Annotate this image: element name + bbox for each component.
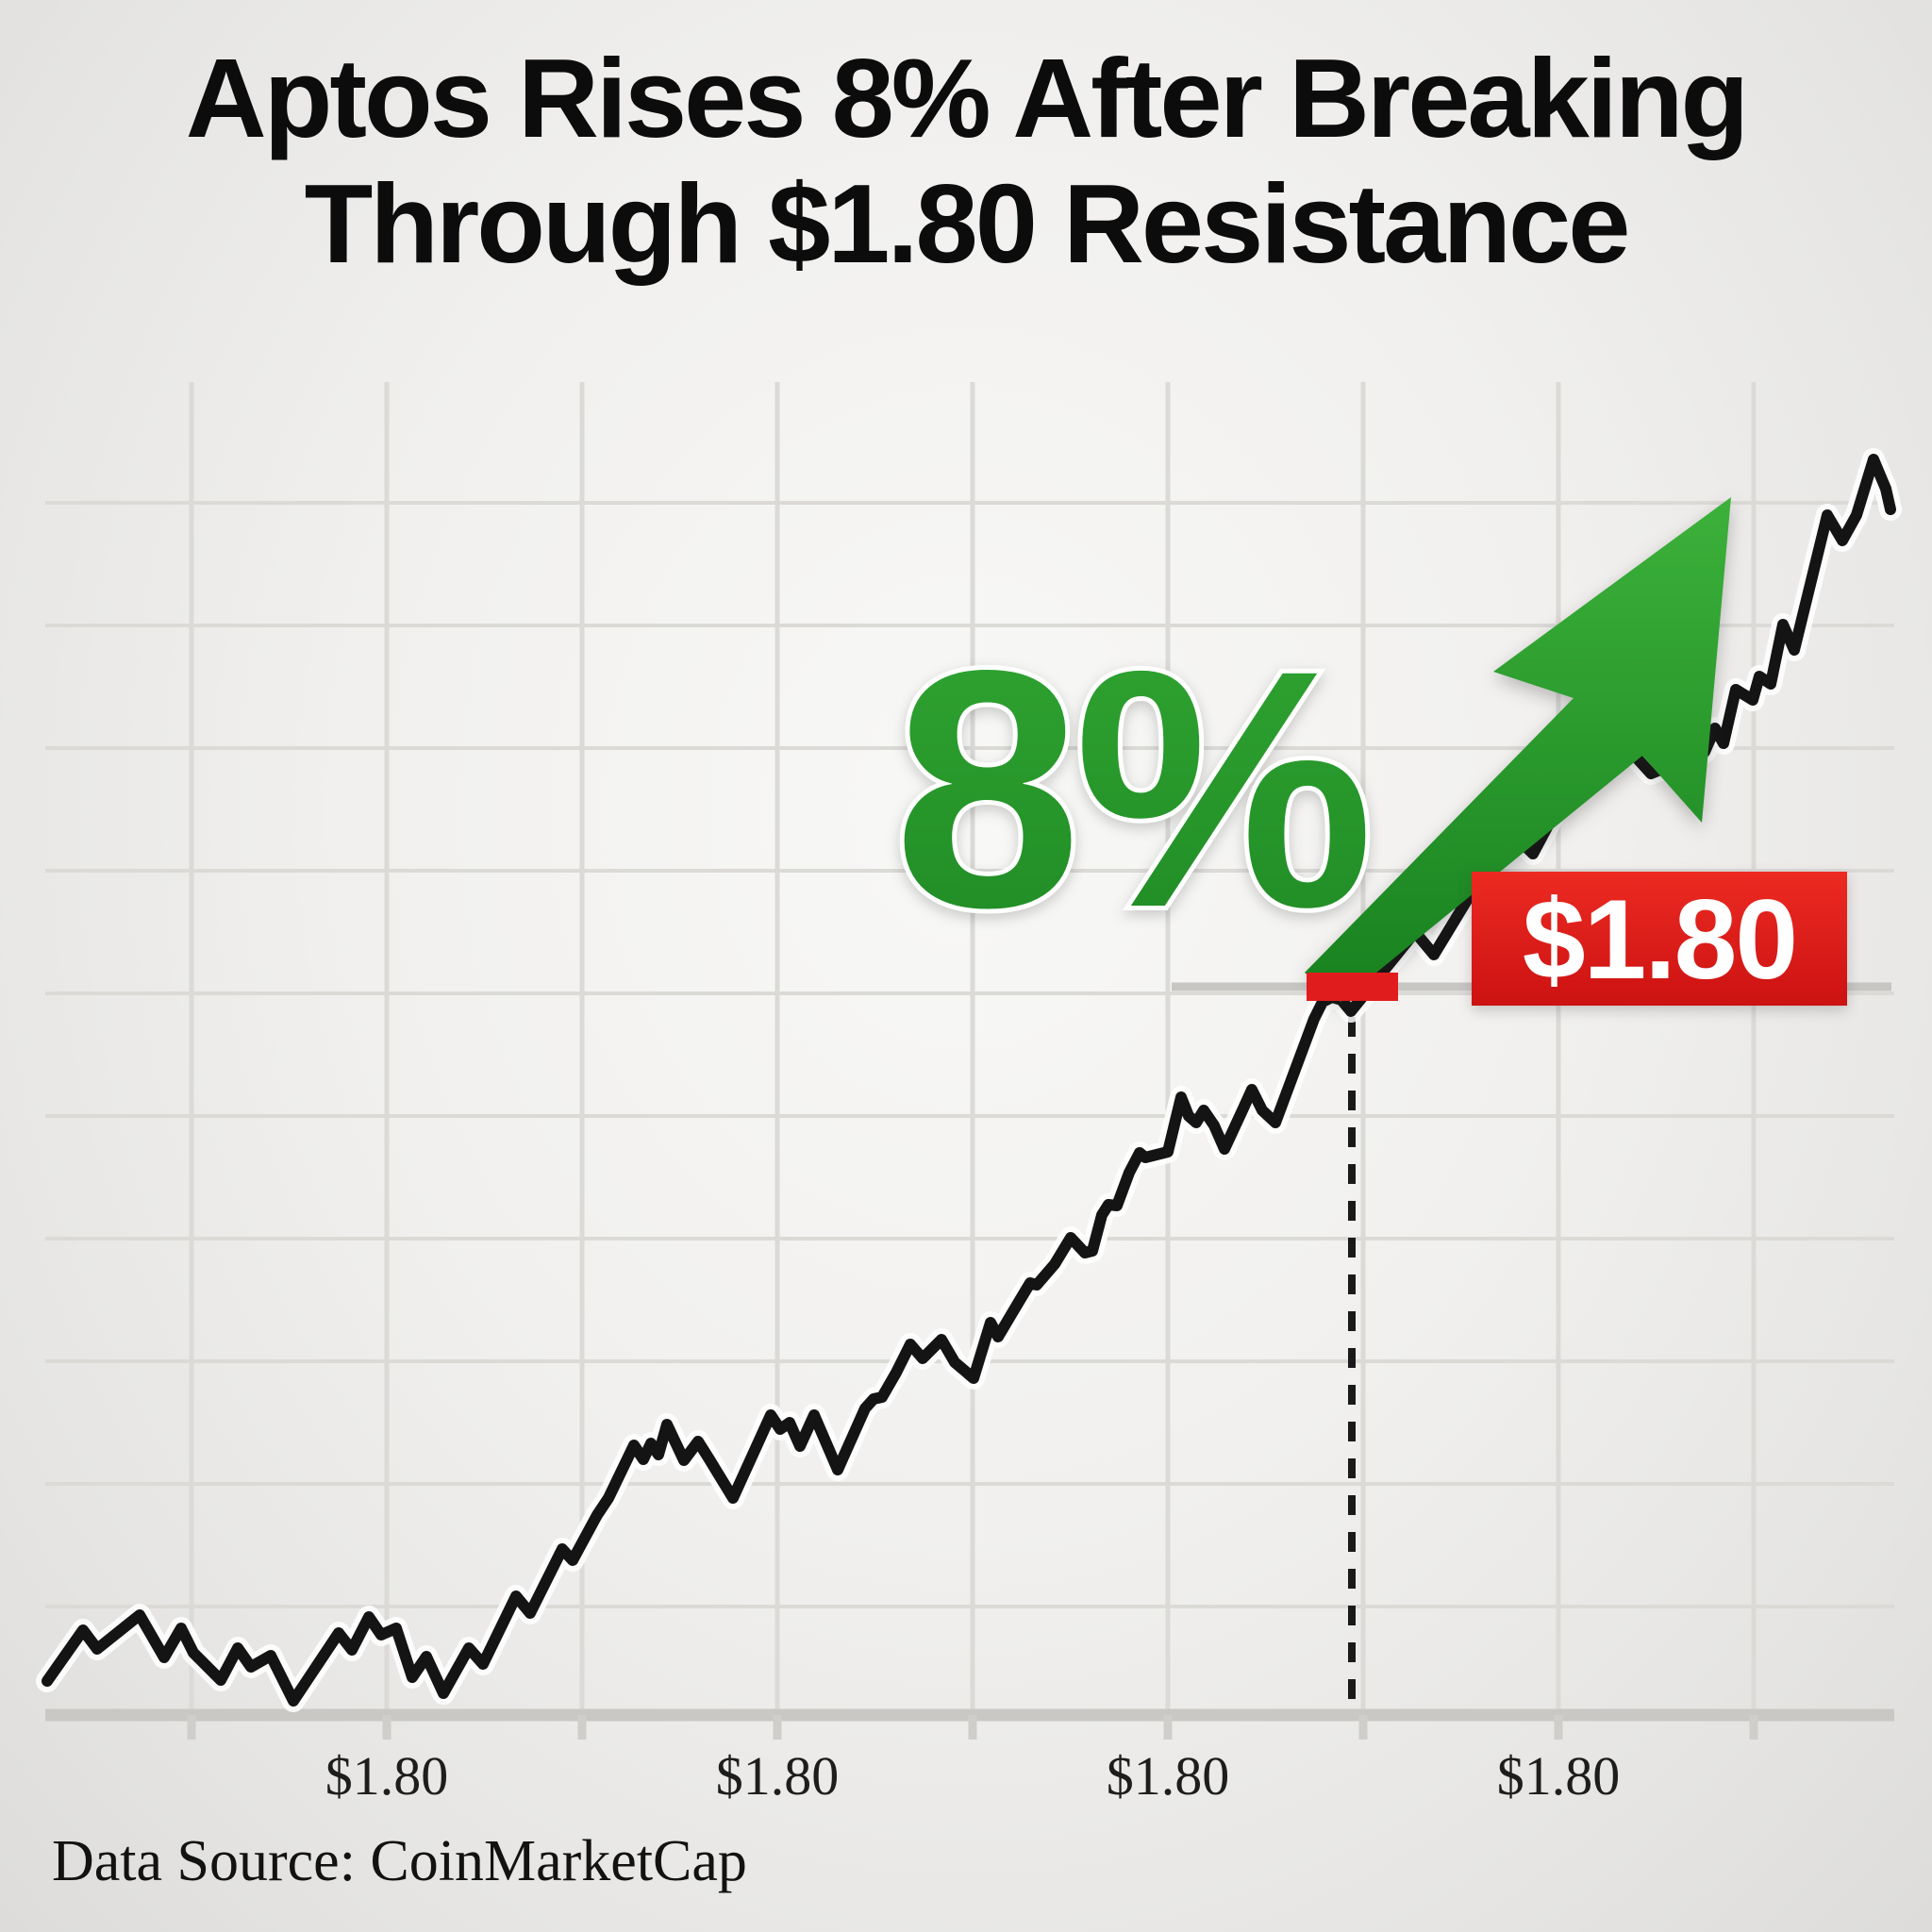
x-axis-ticks [187,1715,1758,1740]
breakout-marker [1307,973,1398,1001]
page-title: Aptos Rises 8% After Breaking Through $1… [0,36,1932,288]
x-axis-label: $1.80 [1107,1745,1230,1807]
x-axis-label: $1.80 [325,1745,449,1807]
x-axis-label: $1.80 [716,1745,840,1807]
page-title-line1: Aptos Rises 8% After Breaking [185,36,1749,161]
trend-up-arrow-icon [1305,497,1731,1002]
price-badge: $1.80 [1472,872,1847,1006]
chart-grid [45,382,1894,1715]
page-title-line2: Through $1.80 Resistance [304,161,1631,288]
data-source-credit: Data Source: CoinMarketCap [52,1829,747,1893]
x-axis-label: $1.80 [1497,1745,1621,1807]
x-axis-labels: $1.80 $1.80 $1.80 $1.80 [325,1745,1621,1807]
percent-gain-label: 8% [893,600,1369,977]
price-badge-label: $1.80 [1523,876,1796,1003]
